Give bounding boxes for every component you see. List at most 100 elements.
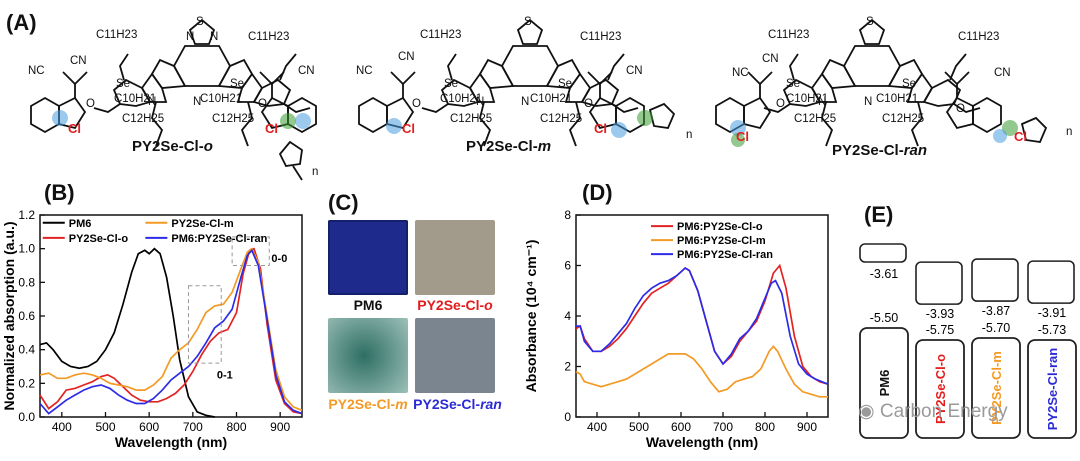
nc-label: NC <box>732 67 749 79</box>
panel-d-label: (D) <box>582 180 613 205</box>
homo-box <box>1027 339 1077 439</box>
n-label: N <box>864 96 872 108</box>
material-name: PY2Se-Cl-o <box>933 354 948 424</box>
y-tick-label: 0.4 <box>18 343 35 357</box>
chain-label: C10H21 <box>786 93 828 105</box>
chain-label: C10H21 <box>114 93 156 105</box>
film-label-o: PY2Se-Cl-o <box>417 297 493 313</box>
chain-label: C10H21 <box>200 93 242 105</box>
se-label: Se <box>902 78 916 90</box>
annotation-0-0: 0-0 <box>271 253 287 265</box>
homo-value: -5.50 <box>870 311 899 325</box>
panel-a-label: (A) <box>6 10 37 35</box>
film-py2se-cl-ran <box>415 318 495 393</box>
n-label: N <box>476 96 484 108</box>
homo-value: -5.75 <box>926 323 955 337</box>
legend-label: PM6:PY2Se-Cl-ran <box>171 233 267 245</box>
chain-label: C11H23 <box>420 29 461 41</box>
o-label: O <box>956 103 965 115</box>
cl-label: Cl <box>68 121 81 136</box>
series-line-3 <box>39 248 303 415</box>
film-py2se-cl-o <box>415 220 495 295</box>
legend-label: PM6:PY2Se-Cl-m <box>677 235 766 247</box>
homo-value: -5.70 <box>982 321 1011 335</box>
x-tick-label: 500 <box>95 420 115 434</box>
n-label: N <box>210 31 218 43</box>
x-tick-label: 900 <box>270 420 290 434</box>
y-tick-label: 0.0 <box>18 410 35 424</box>
x-tick-label: 500 <box>629 420 649 434</box>
y-axis-label: Absorbance (10⁴ cm⁻¹) <box>523 240 539 393</box>
legend-label: PM6:PY2Se-Cl-o <box>677 221 763 233</box>
film-pm6 <box>328 220 408 295</box>
o-label: O <box>86 98 95 110</box>
chain-label: C12H25 <box>450 113 492 125</box>
x-tick-label: 900 <box>797 420 817 434</box>
chain-label: C12H25 <box>122 113 164 125</box>
absorbance-chart: 400 500 600 700 800 900 0 2 4 6 8 Wavelength (nm) Ab… <box>523 208 829 450</box>
homo-box <box>859 327 909 439</box>
material-name: PY2Se-Cl-m <box>989 351 1004 425</box>
legend-label: PY2Se-Cl-m <box>171 218 234 230</box>
normalized-absorption-chart: 400 500 600 700 800 900 0.0 0.2 0.4 0.6 0.8 1.0 1.2 W… <box>1 208 303 450</box>
film-label-m: PY2Se-Cl-m <box>328 396 408 412</box>
chain-label: C10H21 <box>876 93 918 105</box>
x-tick-label: 400 <box>52 420 72 434</box>
chain-label: C10H21 <box>530 93 572 105</box>
x-tick-label: 800 <box>755 420 775 434</box>
repeat-label: n <box>1066 126 1072 138</box>
y-tick-label: 6 <box>564 259 571 273</box>
y-tick-label: 0.8 <box>18 275 35 289</box>
cn-label: CN <box>626 65 643 77</box>
x-tick-label: 800 <box>226 420 246 434</box>
y-tick-label: 0 <box>564 410 571 424</box>
molecule-name-o: PY2Se-Cl-o <box>132 138 213 155</box>
annotation-0-1: 0-1 <box>217 369 233 381</box>
homo-box <box>915 339 965 439</box>
o-label: O <box>776 98 785 110</box>
n-label: N <box>148 96 156 108</box>
lumo-box <box>1027 260 1075 304</box>
nc-label: NC <box>356 65 373 77</box>
series-line-2 <box>576 266 829 385</box>
legend-label: PY2Se-Cl-o <box>69 233 129 245</box>
legend-label: PM6 <box>69 218 92 230</box>
cl-label: Cl <box>594 121 607 136</box>
cl-label: Cl <box>402 121 415 136</box>
homo-value: -5.73 <box>1038 323 1067 337</box>
repeat-label: n <box>686 129 692 141</box>
chain-label: C12H25 <box>540 113 582 125</box>
x-axis-label: Wavelength (nm) <box>646 434 758 450</box>
cn-label: CN <box>762 53 779 65</box>
panel-e-label: (E) <box>864 202 894 227</box>
cl-label: Cl <box>265 121 278 136</box>
series-line-0 <box>39 247 215 418</box>
n-label: N <box>521 96 529 108</box>
cn-label: CN <box>994 67 1011 79</box>
cn-label: CN <box>70 55 87 67</box>
cl-label: Cl <box>736 129 749 144</box>
n-label: N <box>186 31 194 43</box>
n-label: N <box>818 96 826 108</box>
cn-label: CN <box>298 65 315 77</box>
x-axis-label: Wavelength (nm) <box>115 434 227 450</box>
y-tick-label: 0.2 <box>18 376 35 390</box>
annotation-box-0-0 <box>231 236 270 267</box>
series-line-0 <box>575 263 829 386</box>
x-tick-label: 600 <box>139 420 159 434</box>
s-label: S <box>524 16 532 28</box>
y-tick-label: 0.6 <box>18 309 35 323</box>
legend-label: PM6:PY2Se-Cl-ran <box>677 249 773 261</box>
nc-label: NC <box>28 65 45 77</box>
material-name: PY2Se-Cl-ran <box>1045 348 1060 430</box>
panel-c-label: (C) <box>328 190 359 215</box>
o-label: O <box>584 98 593 110</box>
film-label-pm6: PM6 <box>353 297 383 313</box>
x-tick-label: 700 <box>713 420 733 434</box>
lumo-value: -3.87 <box>982 304 1011 318</box>
se-label: Se <box>558 78 572 90</box>
x-tick-label: 700 <box>183 420 203 434</box>
film-py2se-cl-m <box>328 318 408 393</box>
x-tick-label: 600 <box>671 420 691 434</box>
se-label: Se <box>444 78 458 90</box>
